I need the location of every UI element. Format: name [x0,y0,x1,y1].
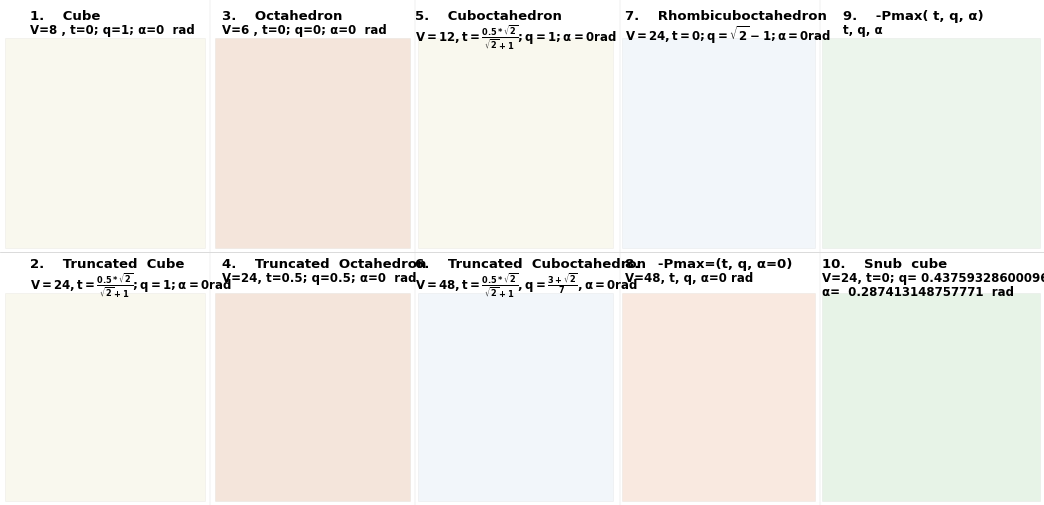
Bar [822,293,1040,501]
Text: V=8 , t=0; q=1; α=0  rad: V=8 , t=0; q=1; α=0 rad [30,24,195,37]
Text: α=  0.287413148757771  rad: α= 0.287413148757771 rad [822,286,1014,299]
Text: 7.    Rhombicuboctahedron: 7. Rhombicuboctahedron [625,10,827,23]
Bar [5,38,205,248]
Text: 3.    Octahedron: 3. Octahedron [222,10,342,23]
Bar [622,293,815,501]
Text: 8.    -Pmax=(t, q, α=0): 8. -Pmax=(t, q, α=0) [625,258,792,271]
Text: $\mathbf{V=48, t=\frac{0.5*\sqrt{2}}{\sqrt{2}+1}, q=\frac{3+\sqrt{2}}{7}, α=0  r: $\mathbf{V=48, t=\frac{0.5*\sqrt{2}}{\sq… [416,272,638,300]
Text: 4.    Truncated  Octahedron: 4. Truncated Octahedron [222,258,426,271]
Text: V=48, t, q, α=0 rad: V=48, t, q, α=0 rad [625,272,754,285]
Text: 5.    Cuboctahedron: 5. Cuboctahedron [416,10,562,23]
Bar [418,293,613,501]
Text: V=24, t=0; q= 0.43759328600096;: V=24, t=0; q= 0.43759328600096; [822,272,1044,285]
Text: 10.    Snub  cube: 10. Snub cube [822,258,947,271]
Bar [5,293,205,501]
Text: 2.    Truncated  Cube: 2. Truncated Cube [30,258,185,271]
Bar [215,38,410,248]
Text: $\mathbf{V=24, t=\frac{0.5*\sqrt{2}}{\sqrt{2}+1};  q=1;  α=0  rad}$: $\mathbf{V=24, t=\frac{0.5*\sqrt{2}}{\sq… [30,272,232,300]
Text: V=24, t=0.5; q=0.5; α=0  rad: V=24, t=0.5; q=0.5; α=0 rad [222,272,417,285]
Bar [418,38,613,248]
Text: $\mathbf{V=24, t=0; q= \sqrt{2}-1 ; α=0  rad}$: $\mathbf{V=24, t=0; q= \sqrt{2}-1 ; α=0 … [625,24,831,46]
Bar [622,38,815,248]
Text: $\mathbf{V=12, t=\frac{0.5*\sqrt{2}}{\sqrt{2}+1} ;  q=1;α=0  rad}$: $\mathbf{V=12, t=\frac{0.5*\sqrt{2}}{\sq… [416,24,617,53]
Text: 6.    Truncated  Cuboctahedron: 6. Truncated Cuboctahedron [416,258,646,271]
Bar [215,293,410,501]
Text: 1.    Cube: 1. Cube [30,10,100,23]
Text: t, q, α: t, q, α [843,24,882,37]
Text: V=6 , t=0; q=0; α=0  rad: V=6 , t=0; q=0; α=0 rad [222,24,386,37]
Text: 9.    -Pmax( t, q, α): 9. -Pmax( t, q, α) [843,10,983,23]
Bar [822,38,1040,248]
